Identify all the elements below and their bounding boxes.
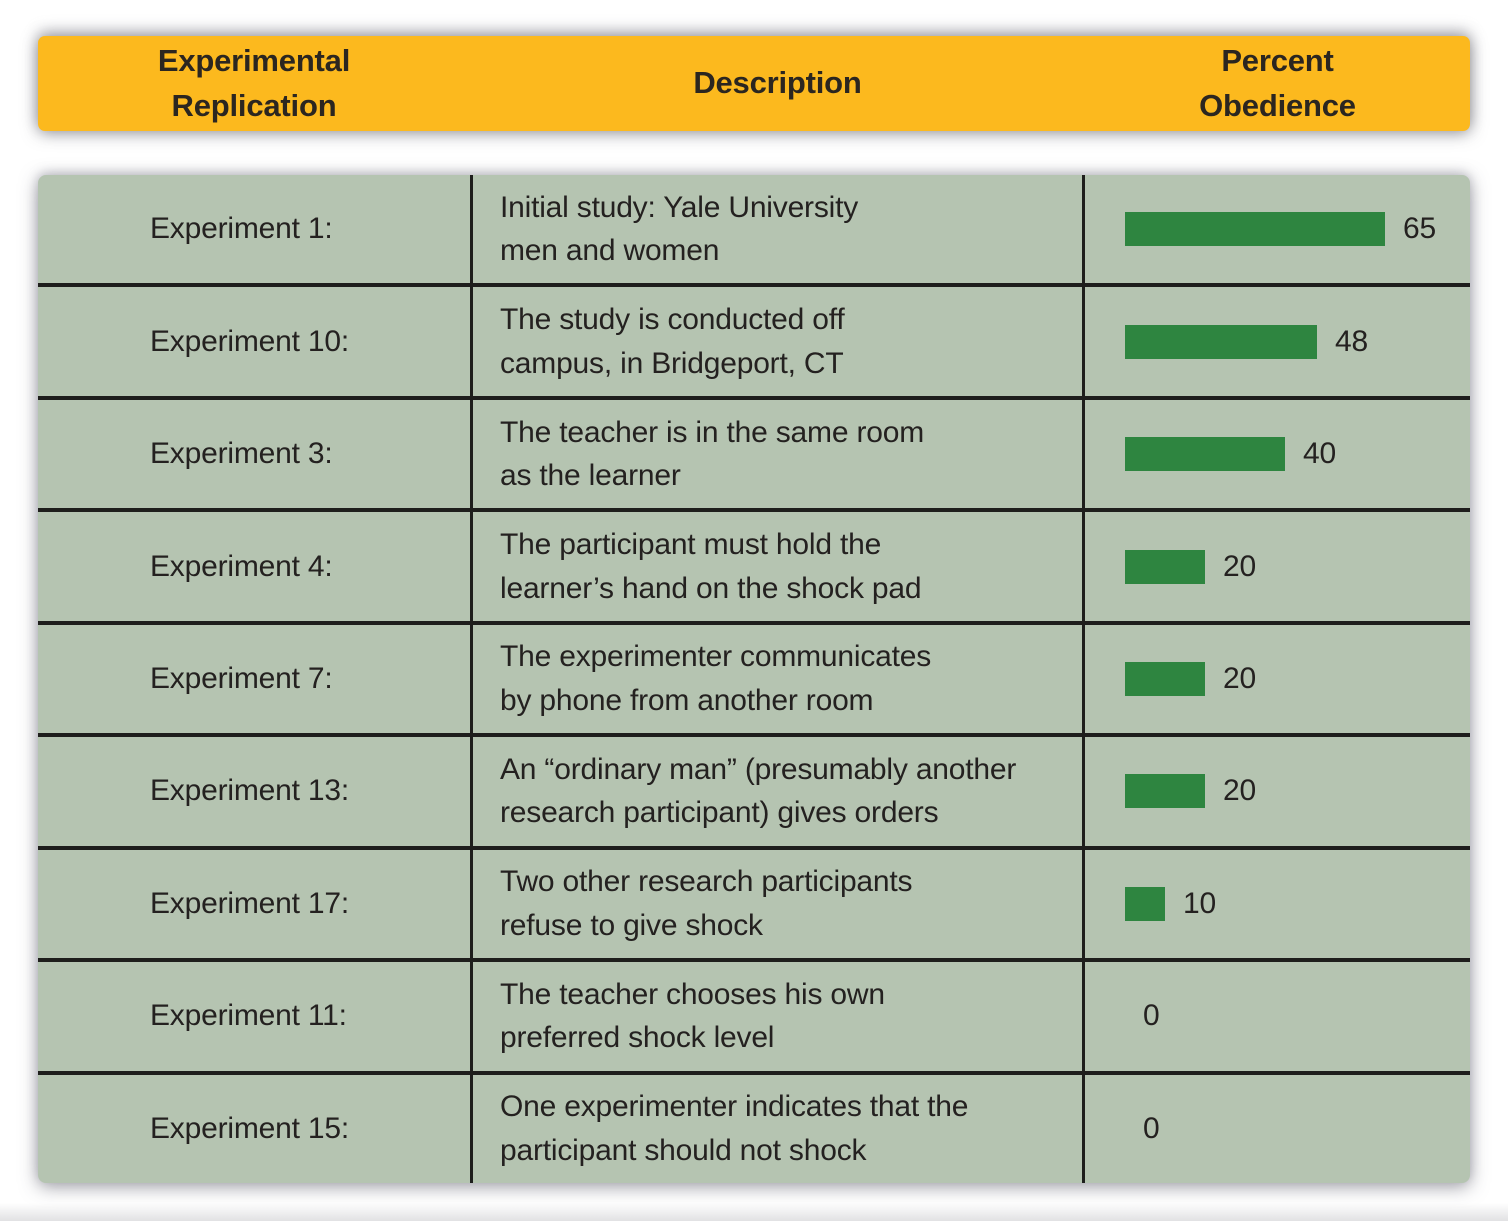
obedience-value: 0 — [1143, 1111, 1160, 1145]
experiment-description: An “ordinary man” (presumably another re… — [470, 737, 1085, 846]
obedience-bar — [1125, 661, 1205, 696]
obedience-value: 10 — [1183, 886, 1216, 920]
header-description: Description — [693, 65, 862, 101]
obedience-bar — [1125, 212, 1385, 247]
obedience-table: Experiment 1: Initial study: Yale Univer… — [38, 175, 1470, 1183]
obedience-cell: 40 — [1085, 400, 1470, 508]
experiment-description: Initial study: Yale University men and w… — [470, 175, 1085, 284]
header-experimental-replication: Experimental Replication — [157, 43, 351, 123]
experiment-label: Experiment 15: — [150, 1111, 349, 1145]
obedience-bar — [1125, 774, 1205, 809]
experiment-label: Experiment 4: — [150, 549, 333, 583]
obedience-value: 65 — [1403, 212, 1436, 246]
experiment-label: Experiment 3: — [150, 437, 333, 471]
obedience-value: 20 — [1223, 661, 1256, 695]
experiment-description: The experimenter communicates by phone f… — [470, 624, 1085, 734]
table-row-experiment-15: Experiment 15: One experimenter indicate… — [38, 1070, 1470, 1183]
obedience-cell: 65 — [1085, 175, 1470, 283]
experiment-label: Experiment 1: — [150, 212, 333, 246]
obedience-value: 40 — [1303, 437, 1336, 471]
obedience-cell: 48 — [1085, 287, 1470, 395]
obedience-value: 20 — [1223, 774, 1256, 808]
table-row-experiment-3: Experiment 3: The teacher is in the same… — [38, 395, 1470, 509]
experiment-label: Experiment 13: — [150, 774, 349, 808]
experiment-label: Experiment 11: — [150, 999, 347, 1033]
experiment-description: Two other research participants refuse t… — [470, 849, 1085, 959]
obedience-cell: 10 — [1085, 850, 1470, 958]
table-row-experiment-17: Experiment 17: Two other research partic… — [38, 845, 1470, 959]
experiment-label: Experiment 10: — [150, 324, 349, 358]
experiment-description: The participant must hold the learner’s … — [470, 512, 1085, 621]
obedience-value: 0 — [1143, 999, 1160, 1033]
experiment-description: The study is conducted off campus, in Br… — [470, 287, 1085, 396]
experiment-description: One experimenter indicates that the part… — [470, 1074, 1085, 1183]
obedience-bar — [1125, 437, 1285, 472]
obedience-cell: 20 — [1085, 737, 1470, 845]
table-row-experiment-10: Experiment 10: The study is conducted of… — [38, 283, 1470, 396]
table-row-experiment-13: Experiment 13: An “ordinary man” (presum… — [38, 733, 1470, 846]
table-header: Experimental Replication Description Per… — [38, 36, 1470, 131]
obedience-cell: 0 — [1085, 1075, 1470, 1183]
table-row-experiment-7: Experiment 7: The experimenter communica… — [38, 620, 1470, 734]
header-percent-obedience: Percent Obedience — [1199, 43, 1356, 123]
table-row-experiment-1: Experiment 1: Initial study: Yale Univer… — [38, 175, 1470, 284]
table-row-experiment-11: Experiment 11: The teacher chooses his o… — [38, 958, 1470, 1071]
obedience-value: 48 — [1335, 324, 1368, 358]
experiment-description: The teacher chooses his own preferred sh… — [470, 962, 1085, 1071]
obedience-cell: 0 — [1085, 962, 1470, 1070]
table-row-experiment-4: Experiment 4: The participant must hold … — [38, 508, 1470, 621]
obedience-bar — [1125, 549, 1205, 584]
experiment-label: Experiment 7: — [150, 661, 333, 695]
experiment-description: The teacher is in the same room as the l… — [470, 399, 1085, 509]
page-bottom-shade — [0, 1203, 1508, 1221]
experiment-label: Experiment 17: — [150, 886, 349, 920]
obedience-bar — [1125, 324, 1317, 359]
obedience-bar — [1125, 886, 1165, 921]
obedience-cell: 20 — [1085, 625, 1470, 733]
obedience-value: 20 — [1223, 549, 1256, 583]
obedience-cell: 20 — [1085, 512, 1470, 620]
